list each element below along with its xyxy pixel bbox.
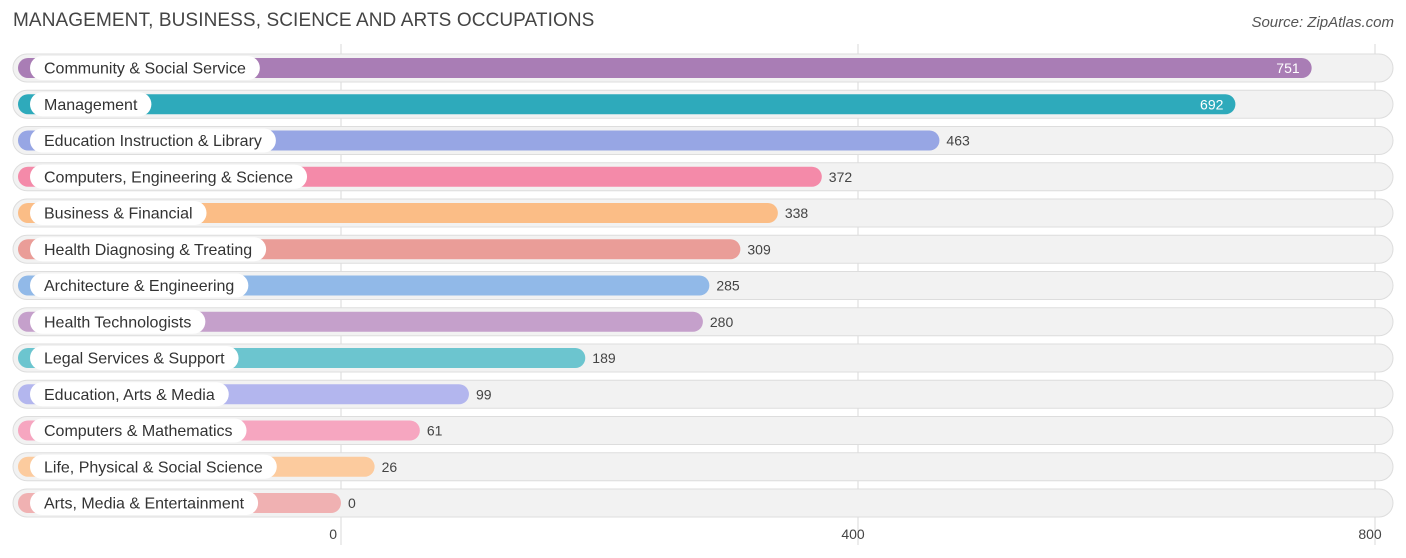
source-credit: Source: ZipAtlas.com bbox=[1251, 14, 1394, 31]
bar-row: Business & Financial 338 bbox=[12, 198, 1394, 228]
category-label: Legal Services & Support bbox=[44, 351, 225, 368]
category-label: Computers, Engineering & Science bbox=[44, 169, 293, 186]
category-label-pill bbox=[30, 237, 267, 262]
x-tick-label: 800 bbox=[1358, 526, 1382, 542]
bar-row: Community & Social Service 751 bbox=[12, 53, 1394, 83]
category-label-pill bbox=[30, 309, 206, 334]
bar-row: Arts, Media & Entertainment 0 bbox=[12, 488, 1394, 518]
chart-title: MANAGEMENT, BUSINESS, SCIENCE AND ARTS O… bbox=[13, 10, 595, 31]
bar-row: Legal Services & Support 189 bbox=[12, 343, 1394, 373]
row-background bbox=[12, 488, 1394, 518]
bar-row: Health Diagnosing & Treating 309 bbox=[12, 234, 1394, 264]
value-label: 285 bbox=[716, 278, 740, 294]
category-label: Health Technologists bbox=[44, 314, 191, 331]
value-label: 99 bbox=[476, 386, 492, 402]
bar-row: Computers, Engineering & Science 372 bbox=[12, 162, 1394, 192]
value-label: 692 bbox=[1200, 96, 1224, 112]
value-label: 309 bbox=[747, 241, 771, 257]
value-label: 463 bbox=[946, 133, 970, 149]
category-label: Education Instruction & Library bbox=[44, 133, 262, 150]
category-label-pill bbox=[30, 491, 259, 515]
category-label-pill bbox=[30, 201, 207, 225]
value-label: 61 bbox=[427, 423, 443, 439]
category-label: Architecture & Engineering bbox=[44, 278, 234, 295]
category-label-pill bbox=[30, 418, 247, 443]
category-label: Business & Financial bbox=[44, 206, 193, 223]
bar-row: Life, Physical & Social Science 26 bbox=[12, 452, 1394, 482]
value-label: 338 bbox=[785, 205, 809, 221]
value-label: 751 bbox=[1276, 60, 1300, 76]
value-label: 0 bbox=[348, 495, 356, 511]
value-label: 280 bbox=[710, 314, 734, 330]
bar-row: Education, Arts & Media 99 bbox=[12, 379, 1394, 409]
category-label-pill bbox=[30, 273, 249, 298]
bar-row: Education Instruction & Library 463 bbox=[12, 126, 1394, 155]
bars-layer: Community & Social Service 751 Management 6… bbox=[12, 53, 1394, 518]
bar-row: Health Technologists 280 bbox=[12, 307, 1394, 337]
category-label: Arts, Media & Entertainment bbox=[44, 496, 245, 513]
category-label-pill bbox=[30, 382, 229, 407]
category-label: Life, Physical & Social Science bbox=[44, 459, 263, 476]
category-label-pill bbox=[30, 164, 308, 189]
bar-row: Management 692 bbox=[12, 89, 1394, 119]
bar bbox=[18, 203, 778, 223]
category-label-pill bbox=[30, 92, 152, 117]
x-tick-label: 0 bbox=[329, 526, 337, 542]
category-label: Health Diagnosing & Treating bbox=[44, 242, 252, 259]
category-label: Management bbox=[44, 97, 138, 114]
category-label-pill bbox=[30, 346, 239, 370]
category-label-pill bbox=[30, 454, 277, 479]
value-label: 189 bbox=[592, 350, 616, 366]
bar bbox=[18, 94, 1236, 115]
value-label: 372 bbox=[829, 169, 853, 185]
category-label: Computers & Mathematics bbox=[44, 423, 233, 440]
x-tick-label: 400 bbox=[841, 526, 865, 542]
bar bbox=[18, 58, 1312, 78]
category-label: Education, Arts & Media bbox=[44, 387, 215, 404]
category-label-pill bbox=[30, 128, 276, 153]
bar-row: Architecture & Engineering 285 bbox=[12, 271, 1394, 300]
bar-row: Computers & Mathematics 61 bbox=[12, 416, 1394, 445]
x-axis: 0 400 800 bbox=[329, 526, 1382, 542]
category-label-pill bbox=[30, 56, 260, 80]
value-label: 26 bbox=[382, 459, 398, 475]
category-label: Community & Social Service bbox=[44, 61, 246, 78]
